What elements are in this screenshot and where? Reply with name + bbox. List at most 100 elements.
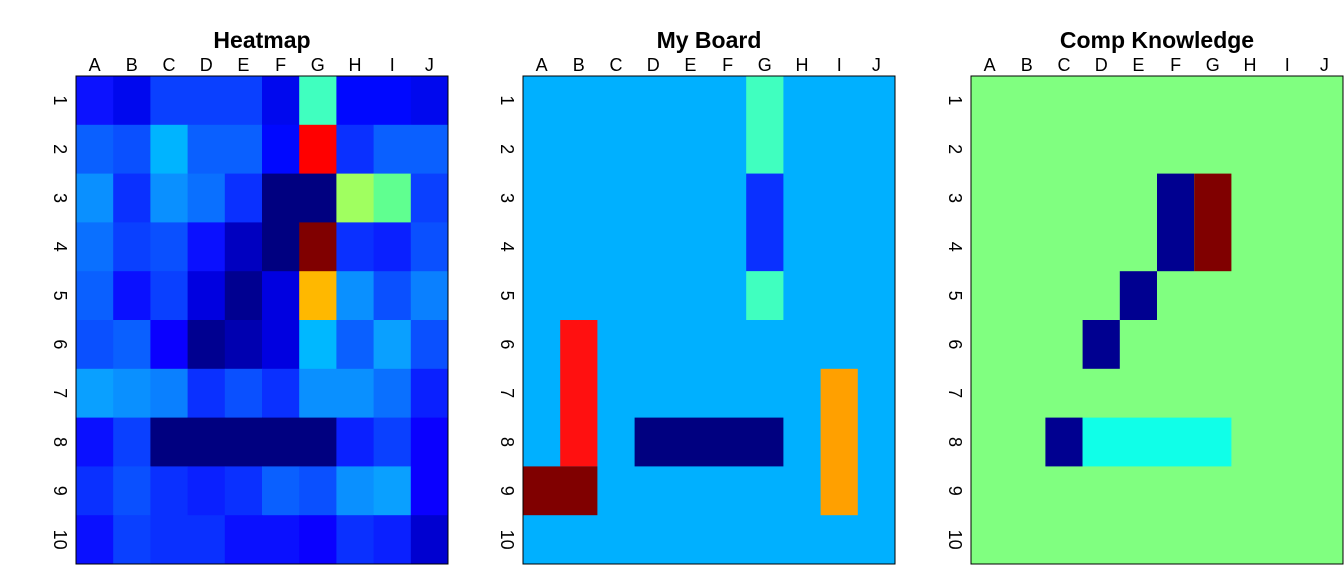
- column-tick-label: G: [758, 55, 772, 75]
- ship-block: [560, 320, 598, 467]
- heatmap-cell: [262, 368, 300, 419]
- ship-block: [746, 271, 784, 320]
- heatmap-cell: [299, 417, 337, 467]
- ship-block: [820, 368, 858, 516]
- ship-block: [1082, 417, 1232, 467]
- ship-block: [1082, 320, 1120, 369]
- column-tick-label: I: [837, 55, 842, 75]
- column-tick-label: D: [1095, 55, 1108, 75]
- column-tick-label: G: [1206, 55, 1220, 75]
- heatmap-cell: [150, 76, 189, 126]
- heatmap-cell: [299, 173, 337, 223]
- heatmap-cell: [299, 271, 337, 321]
- heatmap-cell: [410, 222, 449, 272]
- heatmap-cell: [224, 417, 263, 467]
- row-tick-label: 3: [50, 193, 70, 203]
- column-tick-label: F: [275, 55, 286, 75]
- heatmap-cell: [113, 222, 151, 272]
- heatmap-cell: [224, 222, 263, 272]
- heatmap-panel-2: My Board A B C D E F G H I J 1 2 3 4 5 6 7 8 9 10: [497, 27, 896, 565]
- column-tick-label: E: [684, 55, 696, 75]
- row-tick-label: 9: [945, 486, 965, 496]
- heatmap-cell: [262, 124, 300, 175]
- ship-block: [1157, 173, 1195, 272]
- heatmap-cell: [150, 320, 189, 370]
- heatmap-cell: [150, 368, 189, 419]
- heatmap-cell: [224, 173, 263, 223]
- ship-block: [523, 466, 598, 516]
- heatmap-cell: [373, 417, 412, 467]
- ship-block: [746, 76, 784, 174]
- row-tick-label: 6: [50, 339, 70, 349]
- heatmap-cell: [187, 271, 226, 321]
- row-tick-label: 2: [50, 144, 70, 154]
- row-tick-label: 2: [945, 144, 965, 154]
- heatmap-cell: [224, 515, 263, 565]
- heatmap-cell: [150, 417, 189, 467]
- heatmap-cell: [224, 271, 263, 321]
- heatmap-cell: [76, 320, 114, 370]
- ship-block: [1045, 417, 1083, 467]
- column-tick-label: C: [163, 55, 176, 75]
- column-tick-label: D: [200, 55, 213, 75]
- heatmap-cell: [76, 173, 114, 223]
- heatmap-cell: [150, 173, 189, 223]
- heatmap-cell: [224, 124, 263, 175]
- heatmap-cell: [187, 173, 226, 223]
- column-tick-label: H: [349, 55, 362, 75]
- row-tick-label: 9: [50, 486, 70, 496]
- column-tick-label: B: [126, 55, 138, 75]
- heatmap-cell: [113, 368, 151, 419]
- row-tick-label: 2: [497, 144, 517, 154]
- heatmap-panel-3: Comp Knowledge A B C D E F G H I J 1 2 3 4 5 6 7 8 9 10: [945, 27, 1344, 565]
- heatmap-cell: [187, 320, 226, 370]
- column-tick-label: J: [425, 55, 434, 75]
- column-tick-label: A: [89, 55, 101, 75]
- heatmap-cell: [410, 417, 449, 467]
- row-tick-label: 5: [50, 291, 70, 301]
- heatmap-cell: [76, 368, 114, 419]
- heatmap-cell: [410, 271, 449, 321]
- heatmap-cell: [299, 320, 337, 370]
- heatmap-cell: [187, 417, 226, 467]
- row-tick-label: 6: [497, 339, 517, 349]
- heatmap-cell: [299, 466, 337, 516]
- row-tick-label: 8: [50, 437, 70, 447]
- row-tick-label: 5: [497, 291, 517, 301]
- row-tick-label: 5: [945, 291, 965, 301]
- heatmap-cell: [336, 271, 375, 321]
- column-tick-label: A: [536, 55, 548, 75]
- row-tick-label: 8: [497, 437, 517, 447]
- heatmap-cell: [410, 368, 449, 419]
- heatmap-cell: [299, 368, 337, 419]
- heatmap-cell: [336, 368, 375, 419]
- heatmap-panel-1: Heatmap A B C D E F G H I J 1 2 3 4 5 6 7 8 9 10: [50, 27, 449, 565]
- heatmap-cell: [113, 124, 151, 175]
- heatmap-cell: [373, 222, 412, 272]
- heatmap-cell: [336, 76, 375, 126]
- column-tick-label: H: [1244, 55, 1257, 75]
- heatmap-cell: [150, 271, 189, 321]
- row-tick-label: 3: [945, 193, 965, 203]
- column-tick-label: D: [647, 55, 660, 75]
- plot-border: [75, 75, 449, 565]
- column-tick-label: H: [796, 55, 809, 75]
- heatmap-cell: [410, 320, 449, 370]
- heatmap-cell: [76, 222, 114, 272]
- heatmap-cell: [76, 124, 114, 175]
- ship-block: [1194, 173, 1232, 272]
- heatmap-cell: [336, 320, 375, 370]
- heatmap-cell: [373, 124, 412, 175]
- row-tick-label: 4: [497, 242, 517, 252]
- heatmap-cell: [299, 222, 337, 272]
- column-tick-label: A: [984, 55, 996, 75]
- heatmap-cell: [113, 173, 151, 223]
- row-tick-label: 7: [50, 388, 70, 398]
- column-tick-label: E: [1132, 55, 1144, 75]
- heatmap-cell: [76, 466, 114, 516]
- heatmap-cell: [262, 417, 300, 467]
- heatmap-cell: [299, 76, 337, 126]
- heatmap-cell: [224, 76, 263, 126]
- row-tick-label: 6: [945, 339, 965, 349]
- ship-block: [746, 173, 784, 272]
